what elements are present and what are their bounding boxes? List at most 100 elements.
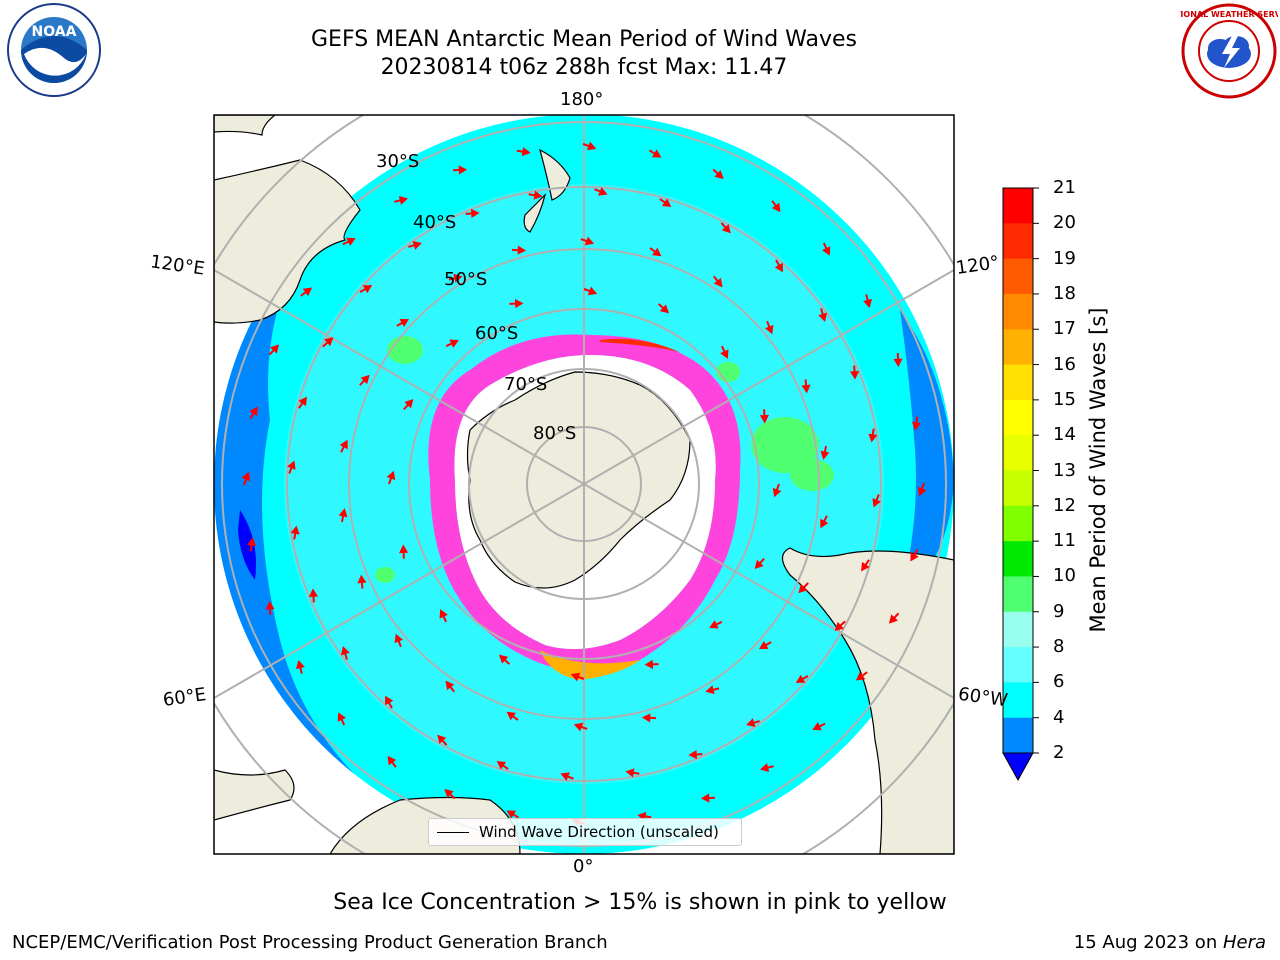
- wind-wave-arrow-head: [812, 722, 822, 731]
- wind-wave-arrow-head: [337, 712, 346, 722]
- wind-wave-arrow-head: [801, 384, 811, 394]
- wind-wave-arrow-head: [357, 574, 367, 584]
- wind-wave-arrow-head: [598, 187, 608, 196]
- legend-line-icon: [437, 832, 469, 833]
- wind-wave-arrow-head: [385, 695, 394, 706]
- nws-logo-icon: NATIONAL WEATHER SERVICE: [1180, 3, 1278, 99]
- colorbar-segment: [1003, 329, 1033, 366]
- wind-wave-arrow-head: [241, 471, 251, 482]
- wind-wave-arrow-head: [759, 414, 769, 424]
- wind-wave-arrow-head: [412, 240, 422, 250]
- wind-wave-arrow-head: [746, 718, 756, 728]
- wind-wave-arrow-head: [514, 299, 524, 309]
- wind-wave-arrows: [241, 141, 927, 827]
- wind-wave-arrow-head: [661, 198, 672, 207]
- wind-wave-arrow-head: [644, 659, 654, 669]
- colorbar-tick-label: 17: [1053, 318, 1076, 340]
- colorbar-segment: [1003, 470, 1033, 507]
- legend-box: Wind Wave Direction (unscaled): [428, 818, 742, 846]
- colorbar-tick-label: 11: [1053, 530, 1076, 552]
- colorbar-tick-label: 15: [1053, 388, 1076, 410]
- wind-wave-arrow-head: [834, 621, 844, 631]
- wind-wave-arrow-head: [754, 559, 764, 569]
- wind-wave-arrow-head: [570, 672, 581, 682]
- footer-machine: Hera: [1222, 932, 1266, 953]
- wind-wave-arrow-head: [560, 772, 570, 781]
- colorbar: [1002, 187, 1039, 782]
- wind-wave-arrow-head: [764, 324, 774, 335]
- wind-wave-arrow-head: [360, 374, 370, 385]
- colorbar-segment: [1003, 682, 1033, 719]
- wind-wave-arrow-head: [868, 433, 878, 443]
- wind-wave-arrow-head: [308, 588, 319, 598]
- colorbar-segment: [1003, 717, 1033, 754]
- wind-wave-arrow-head: [387, 755, 397, 766]
- wind-wave-arrow-head: [270, 344, 280, 354]
- colorbar-segment: [1003, 576, 1033, 613]
- wind-wave-arrow-head: [386, 470, 396, 481]
- wind-wave-arrow-head: [822, 246, 831, 256]
- wind-wave-arrow-head: [758, 640, 769, 650]
- wind-wave-arrow-head: [584, 236, 595, 246]
- colorbar-tick-label: 8: [1053, 636, 1065, 658]
- colorbar-tick-label: 6: [1053, 671, 1065, 693]
- wind-wave-arrow-head: [641, 713, 651, 723]
- wind-wave-arrow-head: [709, 620, 719, 629]
- wind-wave-arrow-head: [893, 358, 903, 368]
- meridian-60e-120w: [214, 269, 954, 699]
- ocean-period-9to10-patch: [387, 336, 423, 364]
- wind-wave-arrow-head: [496, 761, 507, 770]
- land-australia-north: [214, 115, 276, 136]
- nws-logo-text: NATIONAL WEATHER SERVICE: [1180, 10, 1278, 19]
- ocean-period-2to4-east: [900, 310, 954, 600]
- wind-wave-arrow-head: [772, 487, 782, 498]
- colorbar-segment: [1003, 399, 1033, 436]
- colorbar-segment: [1003, 647, 1033, 683]
- colorbar-tick-label: 14: [1053, 424, 1076, 446]
- wind-wave-arrow-head: [700, 793, 710, 803]
- colorbar-tick-label: 21: [1053, 177, 1076, 198]
- wind-wave-arrow-head: [340, 646, 350, 656]
- wind-wave-arrow-head: [863, 298, 872, 309]
- wind-wave-arrow-head: [659, 304, 669, 314]
- wind-wave-arrow-head: [888, 614, 898, 624]
- colorbar-tick-label: 13: [1053, 459, 1076, 481]
- wind-wave-arrow-head: [910, 551, 919, 562]
- chart-subtitle-run-info: 20230814 t06z 288h fcst Max: 11.47: [380, 55, 788, 80]
- colorbar-tick-label: 9: [1053, 600, 1065, 622]
- colorbar-tick-label: 19: [1053, 247, 1076, 269]
- sea-ice-high-concentration: [540, 650, 640, 680]
- wind-wave-arrow-head: [439, 609, 448, 619]
- colorbar-segment: [1003, 435, 1033, 471]
- wind-wave-arrow-head: [437, 734, 447, 744]
- wind-wave-arrow-head: [517, 245, 527, 255]
- colorbar-segment: [1003, 258, 1033, 295]
- wind-wave-arrow-head: [444, 788, 454, 798]
- colorbar-segment: [1003, 541, 1033, 577]
- lon-label-180: 180°: [560, 89, 604, 110]
- land-new-zealand-south: [523, 193, 547, 233]
- sea-ice-high-concentration: [600, 338, 680, 352]
- wind-wave-arrow-head: [652, 247, 662, 257]
- wind-wave-arrow-head: [820, 518, 829, 529]
- wind-wave-arrow-head: [798, 583, 808, 594]
- ocean-period-9to10-patch: [375, 567, 395, 583]
- colorbar-segment: [1003, 505, 1033, 542]
- wind-wave-arrow-head: [795, 674, 806, 683]
- colorbar-tick-label: 4: [1053, 706, 1065, 728]
- wind-wave-arrow-head: [249, 406, 258, 417]
- wind-wave-arrow-head: [820, 450, 830, 460]
- wind-wave-arrow-head: [458, 165, 468, 175]
- wind-wave-arrow-head: [521, 147, 531, 157]
- ocean-period-9to10-patch: [790, 459, 834, 491]
- lat-label-70s: 70°S: [504, 374, 548, 395]
- wind-wave-arrow-head: [346, 237, 356, 246]
- colorbar-segment: [1003, 188, 1033, 224]
- wind-wave-arrow-head: [688, 749, 698, 760]
- wind-wave-arrow-head: [399, 318, 410, 328]
- wind-wave-arrow-head: [338, 508, 348, 518]
- lat-label-80s: 80°S: [533, 423, 577, 444]
- wind-wave-arrow-head: [587, 286, 598, 296]
- wind-wave-arrow-head: [290, 525, 300, 535]
